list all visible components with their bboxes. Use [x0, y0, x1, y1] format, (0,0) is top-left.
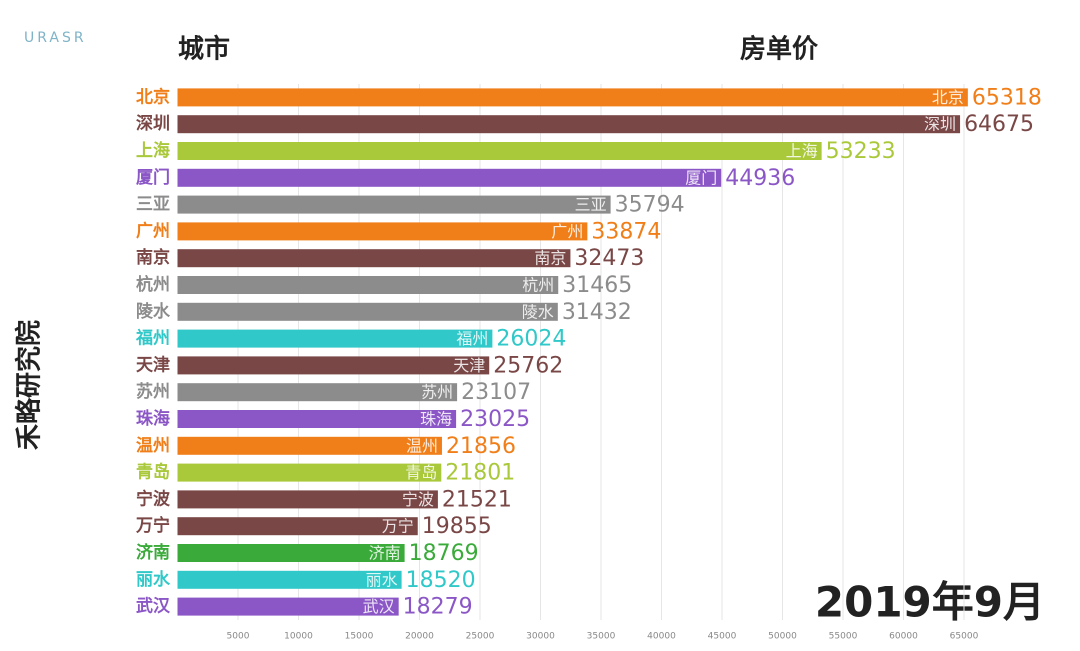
bar-inner-label: 武汉 [363, 597, 395, 616]
bar [177, 142, 822, 160]
bar [177, 302, 558, 321]
bar [177, 517, 418, 536]
value-label: 35794 [615, 193, 685, 218]
bar [177, 168, 722, 187]
value-label: 26024 [496, 327, 566, 352]
bar [177, 222, 588, 241]
bar-inner-label: 北京 [932, 88, 964, 107]
column-title: 城市 [178, 34, 230, 65]
category-label: 福州 [135, 328, 170, 349]
x-tick-label: 60000 [889, 632, 918, 642]
bar-inner-label: 深圳 [924, 115, 956, 134]
bar-inner-label: 温州 [406, 436, 438, 455]
value-label: 33874 [591, 219, 661, 244]
bar-inner-label: 珠海 [420, 410, 452, 429]
date-label: 2019年9月 [815, 578, 1045, 627]
x-tick-label: 50000 [768, 632, 797, 642]
bar-inner-label: 陵水 [522, 302, 554, 321]
category-label: 丽水 [136, 569, 171, 590]
x-tick-label: 20000 [405, 632, 434, 642]
value-label: 23025 [460, 407, 530, 432]
bar-inner-label: 三亚 [575, 195, 607, 214]
bar-inner-label: 万宁 [382, 517, 414, 536]
value-label: 18520 [406, 568, 476, 593]
bar-inner-label: 济南 [369, 544, 401, 563]
bar-inner-label: 天津 [453, 356, 485, 375]
bar-inner-label: 福州 [456, 329, 488, 348]
category-label: 厦门 [136, 167, 170, 188]
x-tick-label: 65000 [950, 632, 979, 642]
bar [177, 383, 458, 402]
value-label: 31432 [562, 300, 632, 325]
value-label: 32473 [574, 246, 644, 271]
bar-inner-label: 南京 [534, 249, 566, 268]
side-label: 禾略研究院 [14, 320, 45, 450]
bar [177, 597, 399, 616]
bar-inner-label: 宁波 [402, 490, 434, 509]
value-label: 65318 [972, 85, 1042, 110]
value-label: 25762 [493, 353, 563, 378]
bar [177, 329, 493, 348]
category-label: 武汉 [136, 596, 171, 617]
category-label: 南京 [136, 247, 170, 268]
category-label: 广州 [136, 220, 170, 241]
logo: URASR [24, 30, 87, 46]
value-label: 53233 [826, 139, 896, 164]
x-tick-label: 35000 [587, 632, 616, 642]
value-label: 19855 [422, 514, 492, 539]
bar-inner-label: 上海 [786, 142, 818, 161]
category-label: 温州 [136, 436, 170, 456]
category-label: 杭州 [136, 274, 170, 295]
bar [177, 276, 559, 294]
value-label: 21521 [442, 487, 512, 512]
x-tick-label: 25000 [466, 632, 495, 642]
bar [177, 490, 438, 509]
bar-inner-label: 苏州 [421, 383, 453, 402]
x-tick-label: 10000 [284, 632, 313, 642]
bar-inner-label: 广州 [551, 222, 583, 241]
bar-inner-label: 厦门 [685, 168, 717, 187]
value-label: 21856 [446, 434, 516, 459]
x-tick-label: 15000 [345, 632, 374, 642]
bar-inner-label: 青岛 [405, 463, 437, 482]
value-label: 23107 [461, 380, 531, 405]
value-label: 31465 [562, 273, 632, 298]
value-label: 21801 [445, 461, 515, 486]
bar-inner-label: 丽水 [366, 570, 398, 589]
bar [177, 88, 968, 107]
column-title: 房单价 [740, 35, 819, 65]
x-tick-label: 45000 [708, 632, 737, 642]
bar [177, 570, 402, 589]
category-label: 苏州 [136, 381, 170, 402]
value-label: 18769 [409, 541, 479, 566]
category-label: 宁波 [136, 488, 171, 509]
category-label: 上海 [136, 140, 170, 161]
category-label: 北京 [136, 86, 170, 107]
bar [177, 410, 457, 428]
x-tick-label: 30000 [526, 632, 555, 642]
value-label: 18279 [403, 595, 473, 620]
category-label: 三亚 [136, 195, 170, 215]
category-label: 珠海 [136, 408, 170, 429]
x-tick-label: 5000 [227, 632, 250, 642]
x-tick-label: 40000 [647, 632, 676, 642]
category-label: 深圳 [136, 113, 170, 134]
value-label: 44936 [725, 166, 795, 191]
bar [177, 249, 571, 268]
bar [177, 195, 611, 214]
bar [177, 436, 442, 455]
x-tick-label: 55000 [829, 632, 858, 642]
category-label: 陵水 [136, 301, 171, 322]
bar-inner-label: 杭州 [522, 276, 554, 295]
category-label: 天津 [136, 354, 170, 375]
value-label: 64675 [964, 112, 1034, 137]
category-label: 万宁 [135, 515, 170, 536]
category-label: 青岛 [136, 462, 170, 483]
bar [177, 544, 405, 562]
bar [177, 356, 490, 375]
bar [177, 115, 961, 134]
bar [177, 463, 442, 482]
category-label: 济南 [136, 542, 170, 563]
